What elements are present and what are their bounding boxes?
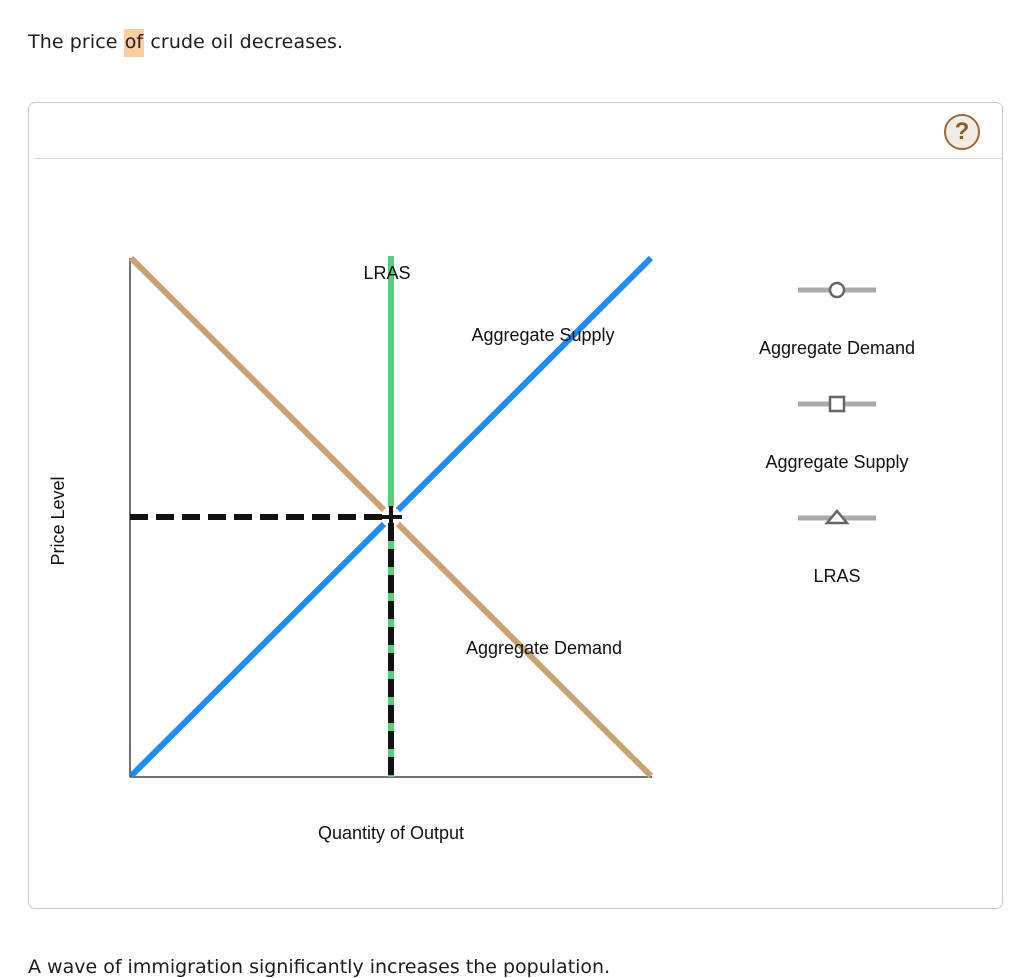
question-text: The price of crude oil decreases. (28, 29, 344, 57)
help-button[interactable]: ? (944, 114, 980, 150)
next-question-text: A wave of immigration significantly incr… (28, 956, 611, 978)
question-after: crude oil decreases. (144, 31, 344, 53)
question-mark-icon: ? (954, 118, 970, 145)
aggregate-demand-label: Aggregate Demand (466, 638, 622, 658)
circle-marker-icon[interactable] (828, 281, 846, 299)
x-axis-label: Quantity of Output (318, 823, 464, 843)
panel-divider (34, 158, 1002, 159)
legend-label: LRAS (813, 566, 860, 586)
lras-label: LRAS (363, 263, 410, 283)
legend-item-aggregate-supply[interactable]: Aggregate Supply (765, 395, 909, 472)
legend-item-lras[interactable]: LRAS (798, 509, 876, 586)
question-before: The price (28, 31, 124, 53)
legend-label: Aggregate Supply (765, 452, 908, 472)
square-marker-icon[interactable] (828, 395, 846, 413)
legend-item-aggregate-demand[interactable]: Aggregate Demand (759, 281, 915, 358)
triangle-marker-icon[interactable] (824, 509, 850, 525)
legend-label: Aggregate Demand (759, 338, 915, 358)
graph-panel: ? (28, 102, 1003, 909)
highlighted-word: of (123, 29, 145, 57)
aggregate-supply-label: Aggregate Supply (471, 325, 614, 345)
y-axis-label: Price Level (48, 476, 68, 565)
